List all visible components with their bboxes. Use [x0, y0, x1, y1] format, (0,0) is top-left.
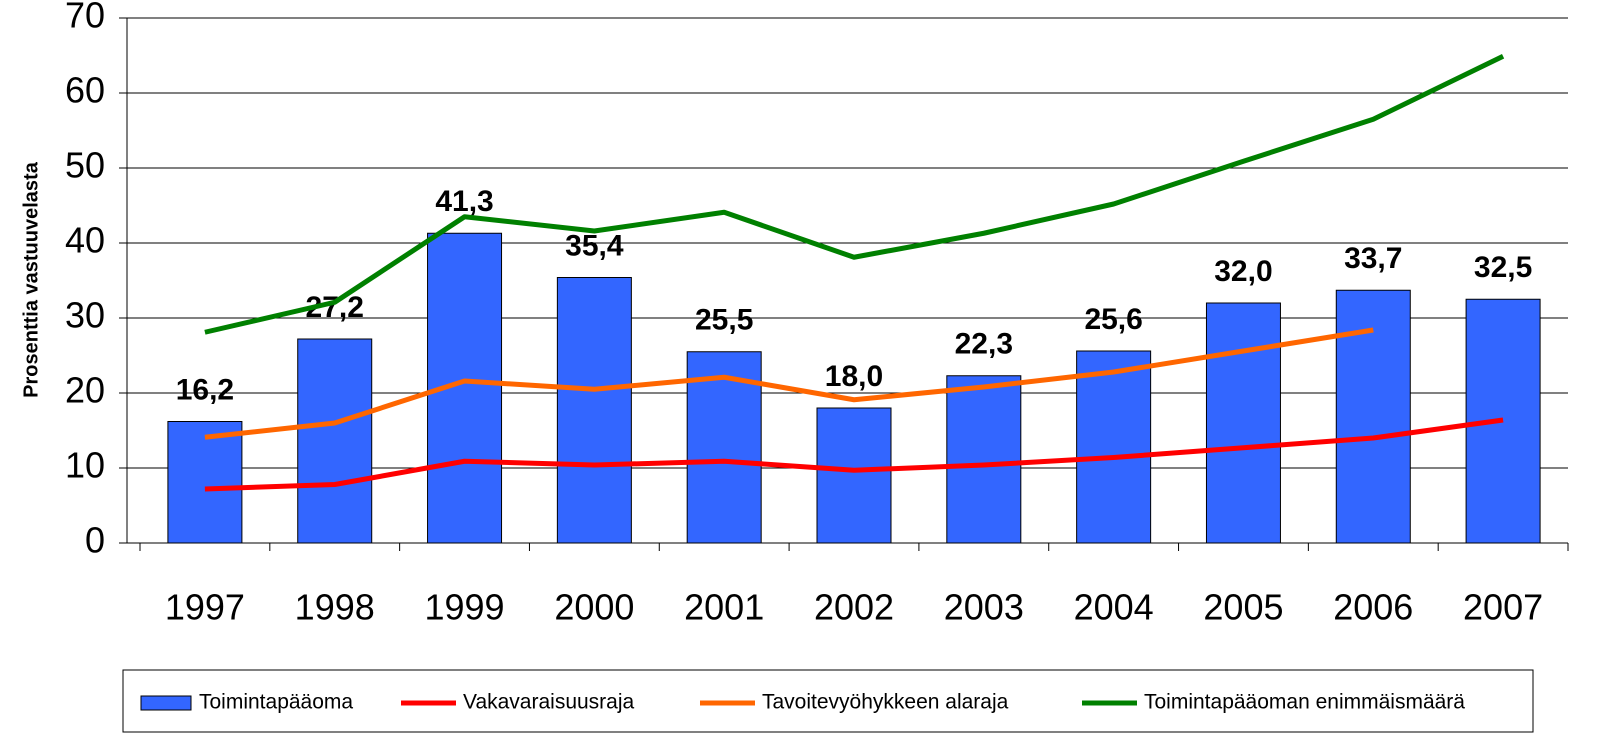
bar [167, 421, 243, 544]
x-tick-label: 2003 [944, 587, 1024, 628]
y-tick-label: 10 [65, 445, 105, 486]
data-label: 33,7 [1344, 242, 1402, 275]
bar [1076, 350, 1152, 544]
data-label: 25,6 [1084, 303, 1142, 336]
legend-label: Toimintapääoma [199, 691, 353, 714]
bar [297, 338, 373, 544]
legend-label: Tavoitevyöhykkeen alaraja [762, 691, 1009, 714]
x-tick-label: 2000 [554, 587, 634, 628]
bar [556, 277, 632, 544]
data-label: 18,0 [825, 360, 883, 393]
x-tick-label: 2005 [1203, 587, 1283, 628]
y-tick-label: 70 [65, 0, 105, 36]
x-tick-label: 2004 [1074, 587, 1154, 628]
data-label: 25,5 [695, 304, 753, 337]
x-tick-label: 2002 [814, 587, 894, 628]
data-label: 32,5 [1474, 251, 1532, 284]
line [204, 54, 1505, 335]
y-tick-label: 60 [65, 70, 105, 111]
x-tick-label: 1997 [165, 587, 245, 628]
data-label: 35,4 [565, 229, 624, 262]
y-tick-label: 20 [65, 370, 105, 411]
y-tick-label: 30 [65, 295, 105, 336]
x-tick-label: 2001 [684, 587, 764, 628]
legend-label: Toimintapääoman enimmäismäärä [1144, 691, 1465, 714]
bar [1205, 302, 1281, 544]
y-axis-label: Prosenttia vastuuvelasta [20, 161, 42, 398]
legend-label: Vakavaraisuusraja [463, 691, 635, 714]
legend-box [122, 669, 1534, 733]
bar [816, 407, 892, 544]
bar [946, 375, 1022, 544]
x-tick-label: 1998 [295, 587, 375, 628]
line [204, 327, 1374, 440]
x-tick-label: 2006 [1333, 587, 1413, 628]
y-tick-label: 50 [65, 145, 105, 186]
y-tick-label: 0 [85, 520, 105, 561]
legend-swatch [140, 695, 192, 711]
data-label: 41,3 [435, 185, 493, 218]
y-tick-label: 40 [65, 220, 105, 261]
data-label: 22,3 [955, 328, 1013, 361]
x-tick-label: 1999 [424, 587, 504, 628]
data-label: 32,0 [1214, 255, 1272, 288]
data-label: 16,2 [176, 373, 234, 406]
line [204, 417, 1504, 492]
x-tick-label: 2007 [1463, 587, 1543, 628]
bar [1335, 289, 1411, 544]
